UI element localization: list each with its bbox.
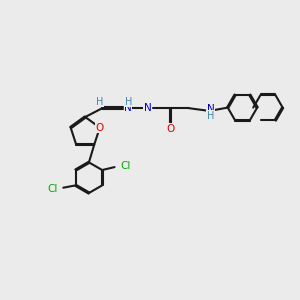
Text: N: N — [207, 104, 214, 114]
Text: H: H — [124, 97, 132, 107]
Text: Cl: Cl — [47, 184, 57, 194]
Text: H: H — [207, 111, 214, 121]
Text: H: H — [96, 97, 103, 107]
Text: N: N — [144, 103, 152, 113]
Text: O: O — [96, 123, 104, 133]
Text: Cl: Cl — [120, 161, 131, 171]
Text: O: O — [167, 124, 175, 134]
Text: N: N — [124, 103, 132, 113]
